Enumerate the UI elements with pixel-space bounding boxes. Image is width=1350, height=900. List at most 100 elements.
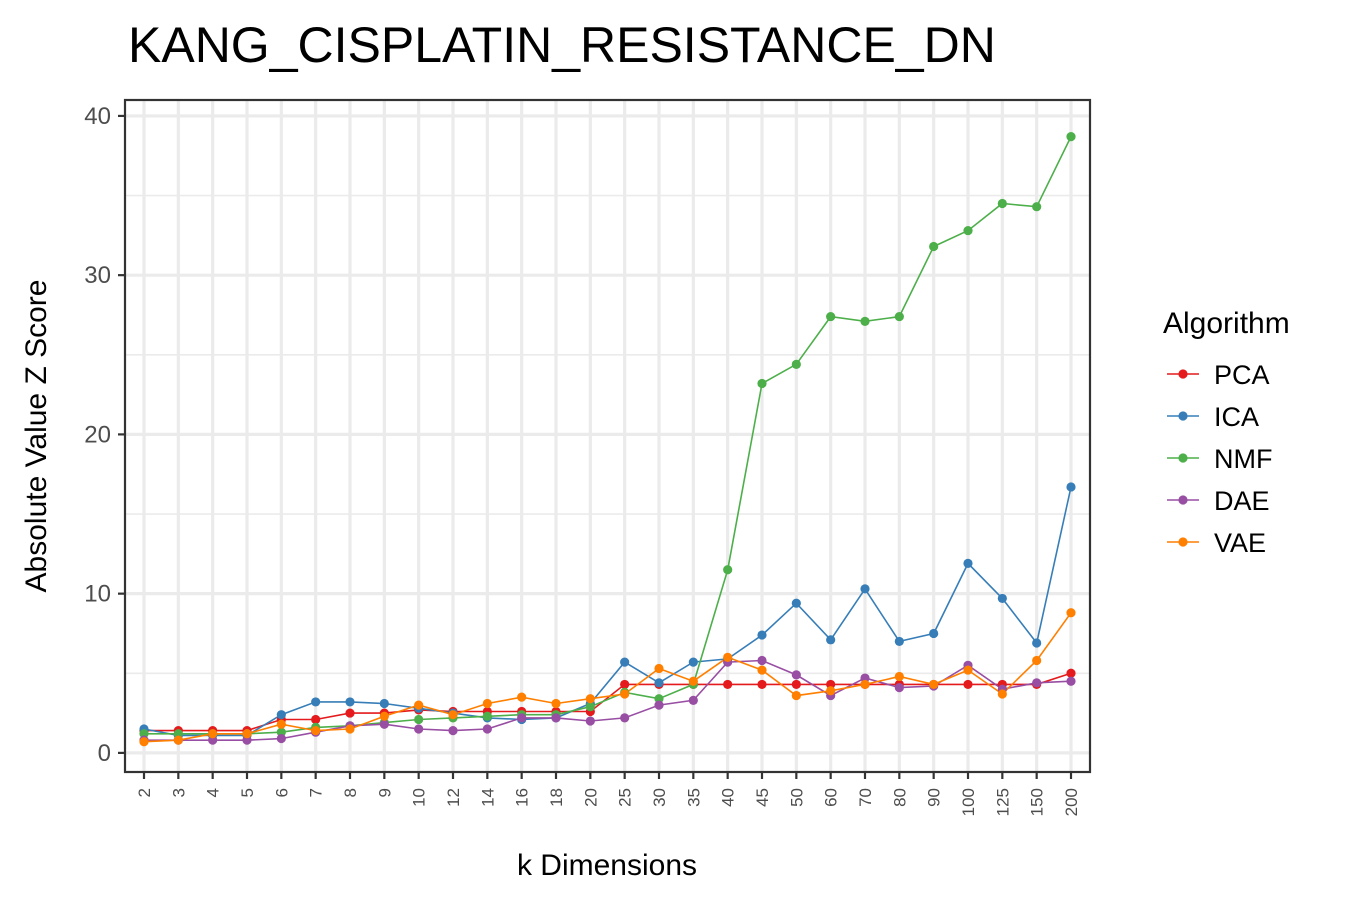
x-tick-label: 25 <box>616 788 635 807</box>
series-line-nmf <box>144 136 1072 735</box>
data-point-vae-70 <box>860 679 870 690</box>
data-point-vae-12 <box>448 710 458 720</box>
data-point-ica-25 <box>620 657 630 667</box>
series-line-ica <box>143 486 1072 737</box>
data-point-nmf-14 <box>482 711 492 721</box>
y-tick-label: 10 <box>84 581 111 608</box>
data-point-vae-9 <box>379 711 389 721</box>
data-point-dae-6 <box>276 733 286 744</box>
data-point-dae-16 <box>517 713 527 723</box>
x-tick-label: 4 <box>204 788 223 797</box>
legend: Algorithm PCA ICA NMF DAE VAE <box>1163 307 1290 558</box>
legend-item-ica: ICA <box>1167 402 1259 432</box>
data-point-nmf-10 <box>414 714 424 725</box>
legend-label: PCA <box>1214 360 1270 390</box>
data-point-ica-150 <box>1032 638 1042 648</box>
data-point-ica-125 <box>997 593 1007 604</box>
data-point-nmf-45 <box>757 378 767 389</box>
legend-item-vae: VAE <box>1167 528 1266 558</box>
data-point-dae-200 <box>1066 676 1076 686</box>
data-point-pca-40 <box>723 679 733 690</box>
legend-key-point <box>1178 411 1188 421</box>
data-point-vae-5 <box>242 729 252 739</box>
x-tick-label: 7 <box>307 788 326 797</box>
x-tick-label: 10 <box>410 788 429 807</box>
x-tick-label: 150 <box>1028 788 1047 816</box>
series-line-dae <box>144 659 1072 742</box>
data-point-dae-45 <box>757 655 767 666</box>
data-point-ica-100 <box>963 558 973 568</box>
x-tick-label: 20 <box>581 788 600 807</box>
x-tick-label: 80 <box>890 788 909 807</box>
data-point-nmf-150 <box>1032 202 1042 212</box>
legend-title: Algorithm <box>1163 307 1290 340</box>
legend-key-point <box>1178 495 1188 505</box>
data-point-nmf-60 <box>826 311 836 322</box>
data-point-nmf-80 <box>894 311 904 322</box>
x-tick-label: 100 <box>959 788 978 816</box>
legend-key-point <box>1178 369 1188 379</box>
legend-key-point <box>1178 453 1188 463</box>
data-point-vae-2 <box>139 737 149 747</box>
data-point-ica-200 <box>1066 482 1076 492</box>
x-tick-label: 18 <box>547 788 566 807</box>
data-point-ica-6 <box>276 710 286 720</box>
data-point-ica-80 <box>894 636 904 647</box>
x-axis: 2 3 4 5 6 7 8 9 10 12 14 16 18 20 25 30 35 40 45 50 60 70 80 90… <box>135 772 1081 816</box>
x-tick-label: 5 <box>238 788 257 797</box>
data-point-vae-25 <box>620 689 630 699</box>
x-tick-label: 60 <box>822 788 841 807</box>
data-point-nmf-50 <box>791 359 801 369</box>
y-tick-label: 20 <box>84 421 111 448</box>
data-point-vae-3 <box>173 735 183 745</box>
y-tick-label: 40 <box>84 103 111 130</box>
data-point-vae-7 <box>311 725 321 736</box>
x-tick-label: 30 <box>650 788 669 807</box>
x-tick-label: 40 <box>719 788 738 807</box>
data-point-dae-35 <box>688 695 698 705</box>
data-point-vae-35 <box>688 676 698 686</box>
data-point-nmf-20 <box>585 702 595 712</box>
x-axis-title: k Dimensions <box>517 849 697 882</box>
data-point-dae-9 <box>379 719 389 729</box>
x-tick-label: 9 <box>375 788 394 797</box>
data-point-dae-5 <box>242 735 252 745</box>
data-point-nmf-100 <box>963 225 973 236</box>
data-point-vae-4 <box>208 729 218 739</box>
data-point-vae-125 <box>997 689 1007 699</box>
data-point-vae-60 <box>826 686 836 696</box>
data-point-nmf-200 <box>1066 132 1076 142</box>
data-point-vae-100 <box>963 665 973 675</box>
legend-label: NMF <box>1214 444 1272 474</box>
data-point-ica-35 <box>688 657 698 667</box>
x-tick-label: 2 <box>135 788 154 797</box>
data-point-ica-60 <box>826 635 836 645</box>
x-tick-label: 35 <box>684 788 703 807</box>
data-point-ica-8 <box>345 697 355 707</box>
data-point-vae-8 <box>345 724 355 734</box>
x-tick-label: 6 <box>272 788 291 797</box>
data-point-vae-16 <box>517 692 527 702</box>
x-tick-label: 12 <box>444 788 463 807</box>
plot-panel-border <box>123 98 1092 774</box>
data-point-vae-10 <box>414 700 424 710</box>
data-point-pca-7 <box>311 714 321 725</box>
legend-label: ICA <box>1214 402 1259 432</box>
x-tick-label: 45 <box>753 788 772 807</box>
data-point-vae-30 <box>654 663 664 674</box>
data-point-nmf-3 <box>173 729 183 739</box>
data-point-dae-70 <box>860 673 870 683</box>
series-line-vae <box>143 612 1072 743</box>
data-point-ica-90 <box>929 628 939 639</box>
data-point-vae-200 <box>1066 608 1076 618</box>
legend-item-dae: DAE <box>1167 486 1270 516</box>
data-point-pca-100 <box>963 679 973 690</box>
data-point-ica-30 <box>654 678 664 688</box>
y-axis: 0 10 20 30 40 <box>84 103 125 767</box>
data-point-pca-45 <box>757 679 767 690</box>
chart-title: KANG_CISPLATIN_RESISTANCE_DN <box>128 17 996 73</box>
x-tick-label: 3 <box>169 788 188 797</box>
y-tick-label: 30 <box>84 262 111 289</box>
legend-label: DAE <box>1214 486 1270 516</box>
